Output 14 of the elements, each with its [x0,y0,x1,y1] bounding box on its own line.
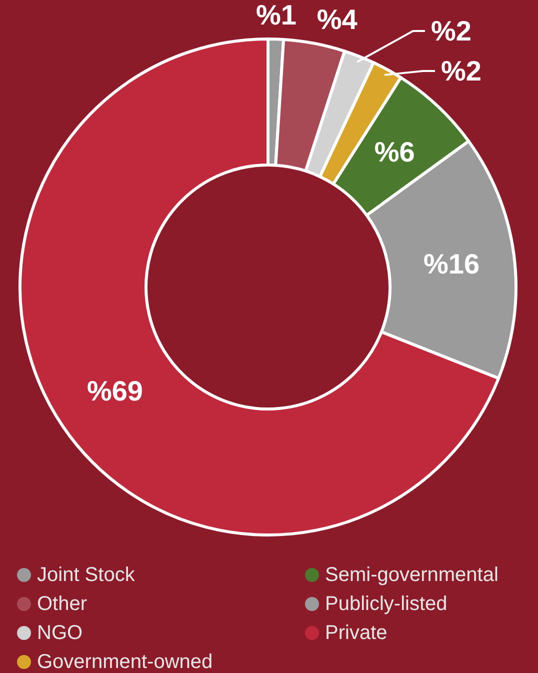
legend-label: Private [325,622,388,644]
legend-label: Publicly-listed [325,593,448,615]
data-label: %1 [256,0,296,31]
data-label: %2 [441,56,482,86]
legend-label: Joint Stock [37,564,136,586]
data-label: %6 [374,136,415,168]
data-label: %16 [424,248,480,280]
legend-label: Other [37,593,88,615]
legend-label: NGO [37,622,83,644]
legend-label: Government-owned [37,651,213,673]
legend-label: Semi-governmental [325,564,498,586]
data-label: %69 [86,375,144,406]
data-label: %2 [431,16,472,46]
data-label: %4 [316,4,358,36]
